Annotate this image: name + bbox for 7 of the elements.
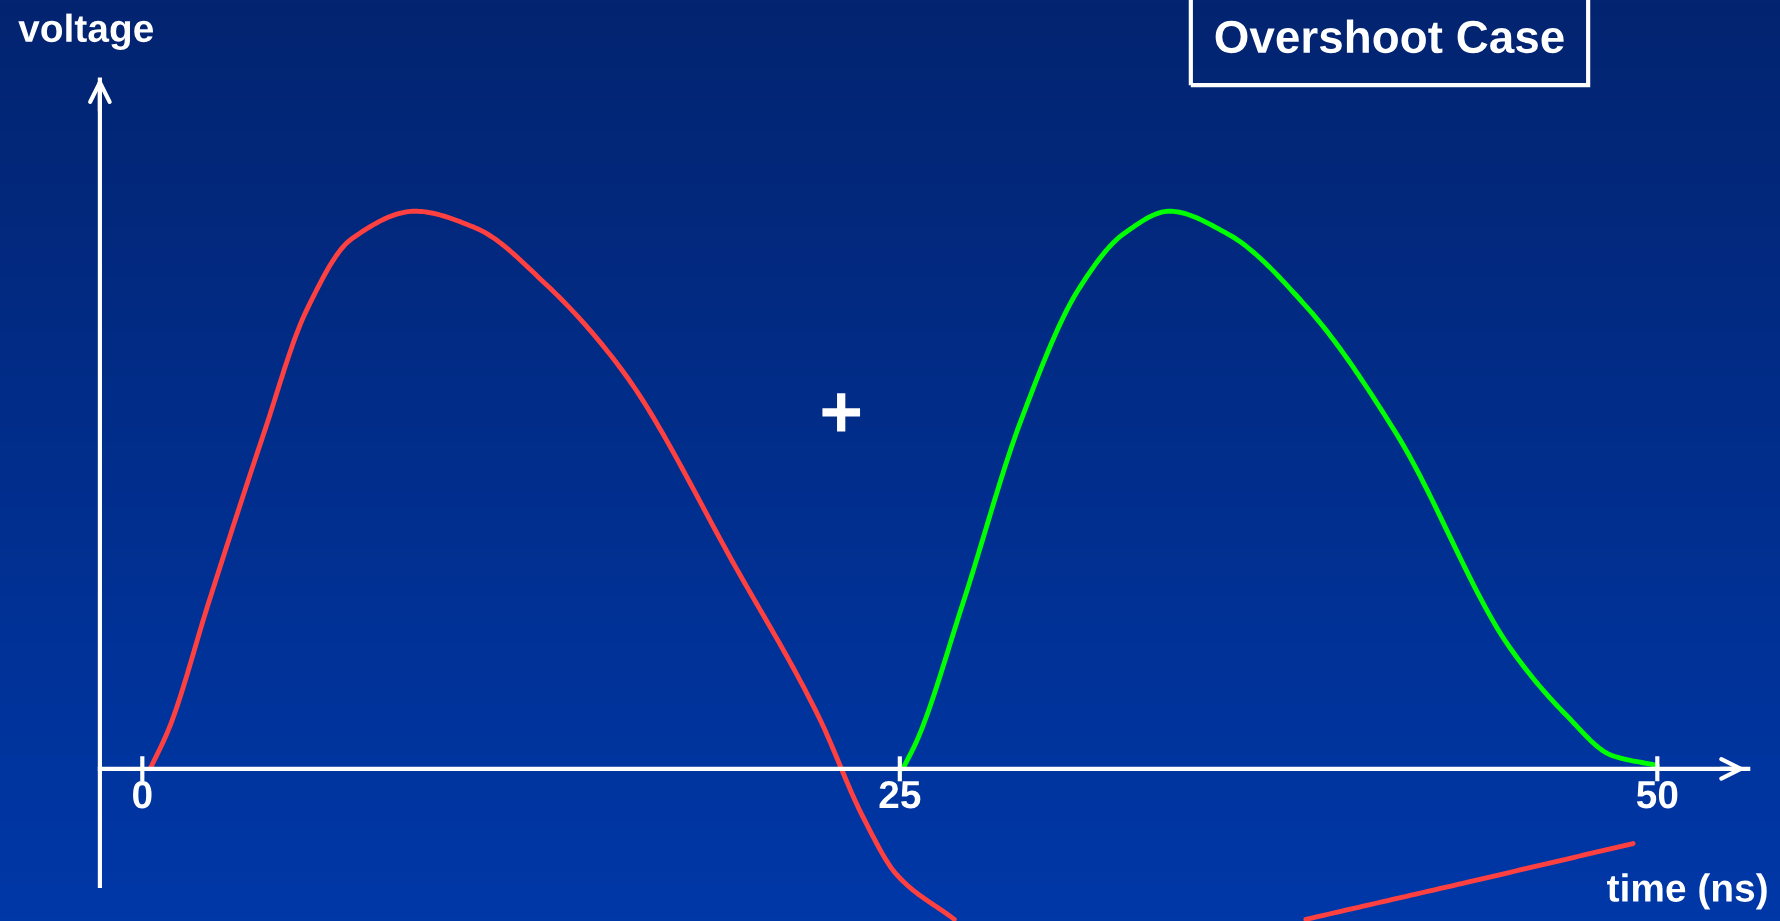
chart-title: Overshoot Case [1215, 19, 1564, 54]
annotation: + [822, 393, 861, 432]
y-axis-title: voltage [18, 13, 153, 51]
x-axis-title: time (ns) [1607, 873, 1767, 910]
x-tick-label: 0 [133, 780, 152, 809]
x-tick-label: 25 [879, 780, 921, 809]
x-tick-label: 50 [1636, 780, 1678, 809]
